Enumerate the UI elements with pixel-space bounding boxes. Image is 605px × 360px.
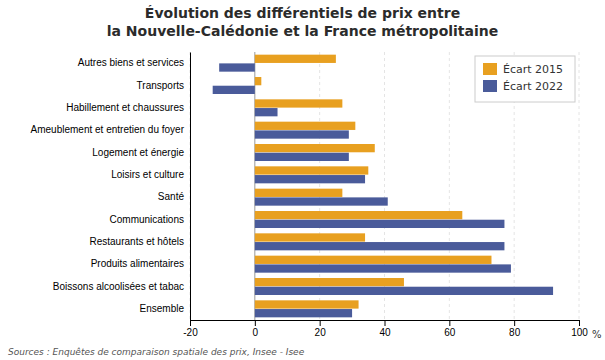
bar xyxy=(255,144,375,152)
bar xyxy=(213,86,255,94)
bar xyxy=(255,264,511,272)
tick-mark xyxy=(190,320,191,326)
tick: Autres biens et services xyxy=(78,57,190,68)
tick: 60 xyxy=(444,320,456,338)
bar xyxy=(255,130,349,138)
tick-label: -20 xyxy=(183,327,198,338)
tick-label: 60 xyxy=(444,327,456,338)
tick: Logement et énergie xyxy=(92,147,190,158)
bar xyxy=(255,197,388,205)
tick: -20 xyxy=(183,320,198,338)
axis-title: % xyxy=(592,329,602,340)
chart: Évolution des différentiels de prix entr… xyxy=(0,0,605,360)
grid xyxy=(190,52,579,320)
tick: 20 xyxy=(315,320,327,338)
legend-label: Écart 2022 xyxy=(503,80,563,93)
tick-mark xyxy=(255,320,256,326)
legend-item: Écart 2015 xyxy=(483,63,563,76)
tick: Loisirs et culture xyxy=(111,169,190,180)
tick-label: Santé xyxy=(158,191,185,202)
grid-line xyxy=(449,52,450,320)
tick-label: Communications xyxy=(110,214,184,225)
tick: Restaurants et hôtels xyxy=(90,236,191,247)
bar xyxy=(255,122,355,130)
tick-label: Ensemble xyxy=(140,303,185,314)
tick: 40 xyxy=(379,320,391,338)
bar xyxy=(255,309,352,317)
grid-line xyxy=(579,52,580,320)
bar xyxy=(255,242,505,250)
title: Évolution des différentiels de prix entr… xyxy=(145,5,460,21)
tick: 80 xyxy=(509,320,521,338)
tick-label: 0 xyxy=(253,327,259,338)
tick-label: Transports xyxy=(137,80,184,91)
bar xyxy=(255,233,365,241)
tick: 100 xyxy=(571,320,588,338)
tick: Transports xyxy=(137,80,190,91)
legend-item: Écart 2022 xyxy=(483,80,563,93)
tick-label: 20 xyxy=(315,327,327,338)
y-axis: Autres biens et services Transports Habill… xyxy=(31,53,191,321)
tick: Produits alimentaires xyxy=(91,258,190,269)
plot: -20 0 20 40 60 80 100 Autres biens et services T… xyxy=(31,52,602,340)
bar xyxy=(255,189,343,197)
subtitle: la Nouvelle-Calédonie et la France métro… xyxy=(107,23,499,39)
tick: 0 xyxy=(253,320,259,338)
tick: Communications xyxy=(110,214,190,225)
legend-label: Écart 2015 xyxy=(503,63,563,76)
bar xyxy=(255,153,349,161)
bar xyxy=(219,63,255,71)
tick-label: Logement et énergie xyxy=(92,147,184,158)
legend-frame xyxy=(475,56,575,102)
tick-mark xyxy=(579,320,580,326)
bar xyxy=(255,211,462,219)
tick-label: 80 xyxy=(509,327,521,338)
tick-label: 100 xyxy=(571,327,588,338)
tick: Ameublement et entretien du foyer xyxy=(31,124,190,135)
tick-label: 40 xyxy=(379,327,391,338)
tick: Boissons alcoolisées et tabac xyxy=(53,281,190,292)
legend: Écart 2015 Écart 2022 xyxy=(475,56,575,102)
legend-swatch xyxy=(483,63,497,75)
tick-label: Restaurants et hôtels xyxy=(90,236,185,247)
tick-label: Ameublement et entretien du foyer xyxy=(31,124,185,135)
bar xyxy=(255,220,505,228)
tick-mark xyxy=(320,320,321,326)
legend-swatch xyxy=(483,80,497,92)
tick-label: Habillement et chaussures xyxy=(66,102,184,113)
bar xyxy=(255,300,359,308)
tick: Habillement et chaussures xyxy=(66,102,190,113)
tick-label: Produits alimentaires xyxy=(91,258,184,269)
bar xyxy=(255,55,336,63)
grid-line xyxy=(190,52,191,320)
bar xyxy=(255,166,368,174)
bar xyxy=(255,287,553,295)
x-axis: -20 0 20 40 60 80 100 xyxy=(183,320,588,338)
tick-label: Loisirs et culture xyxy=(111,169,184,180)
tick-label: Autres biens et services xyxy=(78,57,184,68)
bar xyxy=(255,99,343,107)
bar xyxy=(255,256,492,264)
tick-mark xyxy=(514,320,515,326)
tick-mark xyxy=(385,320,386,326)
axis-line xyxy=(191,321,580,327)
bar xyxy=(255,278,404,286)
annotation: Sources : Enquêtes de comparaison spatia… xyxy=(8,347,305,357)
tick: Santé xyxy=(158,191,190,202)
tick: Ensemble xyxy=(140,303,190,314)
bar xyxy=(255,108,278,116)
tick-label: Boissons alcoolisées et tabac xyxy=(53,281,184,292)
axis-line xyxy=(190,53,191,321)
bar xyxy=(255,77,261,85)
tick-mark xyxy=(449,320,450,326)
bar xyxy=(255,175,365,183)
